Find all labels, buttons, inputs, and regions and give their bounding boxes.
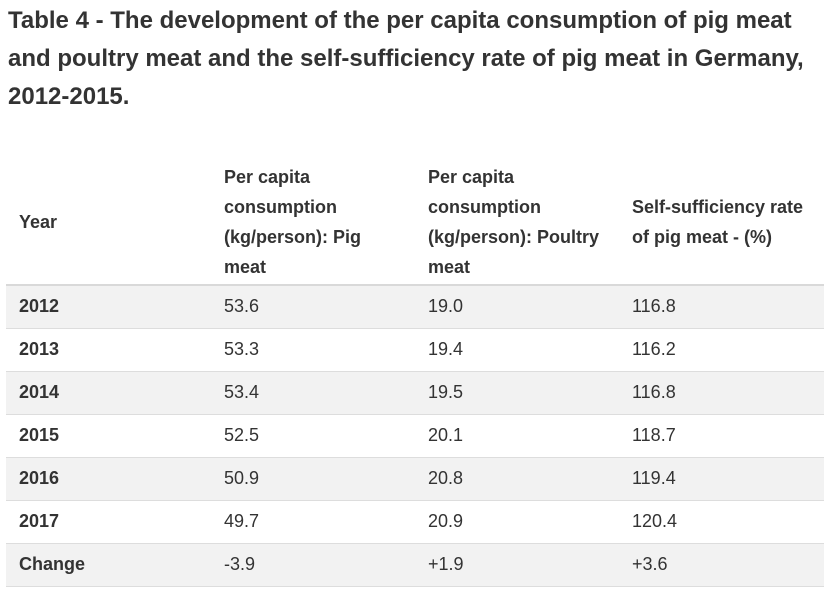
cell-change-label: Change: [6, 543, 211, 587]
cell-self-sufficiency: 116.2: [619, 328, 824, 372]
cell-poultry-meat: 19.0: [415, 285, 619, 329]
cell-year: 2017: [6, 500, 211, 544]
cell-poultry-meat: 19.4: [415, 328, 619, 372]
cell-poultry-meat: 20.9: [415, 500, 619, 544]
cell-pig-meat: 50.9: [211, 457, 415, 501]
cell-poultry-meat: 20.1: [415, 414, 619, 458]
cell-pig-meat: 52.5: [211, 414, 415, 458]
table-row: 2012 53.6 19.0 116.8: [6, 285, 824, 329]
table-row-change: Change -3.9 +1.9 +3.6: [6, 543, 824, 587]
header-poultry-meat-consumption: Per capita consumption (kg/person): Poul…: [415, 158, 619, 286]
cell-year: 2013: [6, 328, 211, 372]
data-table: Year Per capita consumption (kg/person):…: [6, 158, 824, 587]
header-pig-meat-consumption: Per capita consumption (kg/person): Pig …: [211, 158, 415, 286]
cell-self-sufficiency: 116.8: [619, 285, 824, 329]
table-header-row: Year Per capita consumption (kg/person):…: [6, 158, 824, 286]
cell-pig-meat: 53.4: [211, 371, 415, 415]
cell-poultry-meat: 20.8: [415, 457, 619, 501]
cell-year: 2014: [6, 371, 211, 415]
cell-year: 2012: [6, 285, 211, 329]
cell-pig-meat: -3.9: [211, 543, 415, 587]
header-year: Year: [6, 158, 211, 286]
header-self-sufficiency-rate: Self-sufficiency rate of pig meat - (%): [619, 158, 824, 286]
cell-year: 2016: [6, 457, 211, 501]
table-row: 2013 53.3 19.4 116.2: [6, 328, 824, 372]
table-row: 2014 53.4 19.5 116.8: [6, 371, 824, 415]
cell-self-sufficiency: +3.6: [619, 543, 824, 587]
cell-self-sufficiency: 120.4: [619, 500, 824, 544]
table-row: 2015 52.5 20.1 118.7: [6, 414, 824, 458]
cell-poultry-meat: 19.5: [415, 371, 619, 415]
table-row: 2017 49.7 20.9 120.4: [6, 500, 824, 544]
cell-pig-meat: 53.6: [211, 285, 415, 329]
table-title: Table 4 - The development of the per cap…: [8, 7, 804, 110]
cell-pig-meat: 49.7: [211, 500, 415, 544]
cell-pig-meat: 53.3: [211, 328, 415, 372]
cell-self-sufficiency: 116.8: [619, 371, 824, 415]
cell-self-sufficiency: 118.7: [619, 414, 824, 458]
cell-poultry-meat: +1.9: [415, 543, 619, 587]
cell-self-sufficiency: 119.4: [619, 457, 824, 501]
cell-year: 2015: [6, 414, 211, 458]
table-row: 2016 50.9 20.8 119.4: [6, 457, 824, 501]
